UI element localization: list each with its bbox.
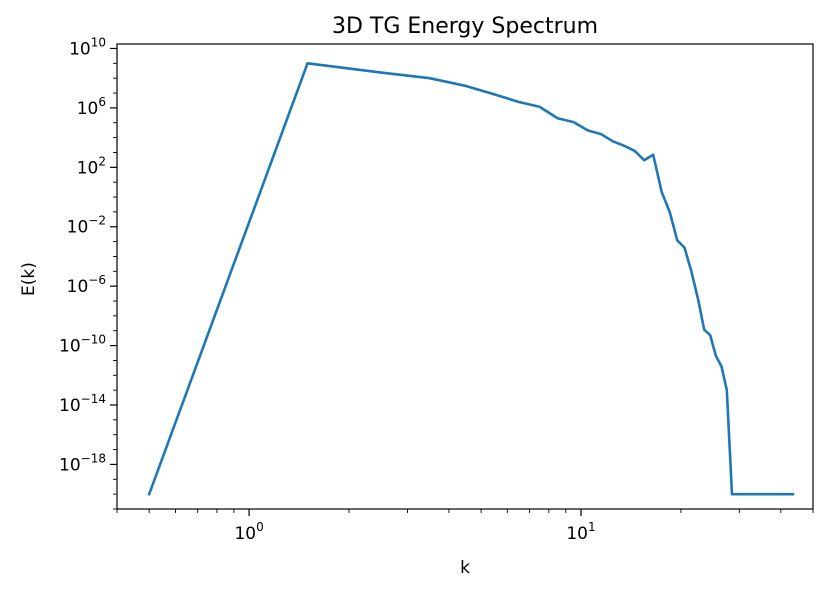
y-tick-label: 10−14: [59, 392, 106, 416]
y-tick-label: 10−6: [67, 273, 106, 297]
plot-area: [117, 44, 813, 509]
chart-title: 3D TG Energy Spectrum: [332, 14, 598, 39]
y-tick-label: 10−10: [59, 333, 106, 357]
chart-marks: [147, 62, 795, 496]
y-axis-label: E(k): [19, 262, 39, 296]
y-tick-label: 102: [77, 154, 106, 178]
y-tick-label: 10−18: [59, 451, 106, 475]
x-tick-label: 100: [234, 520, 263, 544]
y-tick-label: 1010: [69, 35, 106, 59]
y-tick-label: 10−2: [67, 214, 106, 238]
x-tick-label: 101: [566, 520, 595, 544]
x-axis-ticks: 100 101: [116, 509, 814, 544]
y-tick-label: 106: [77, 95, 106, 119]
series-line-0: [147, 62, 795, 496]
x-axis-label: k: [460, 558, 470, 578]
y-axis-ticks: 1010 106 102 10−2 10−6 10−10 10−14 10−18: [59, 35, 117, 510]
axes-frame: [116, 43, 814, 510]
